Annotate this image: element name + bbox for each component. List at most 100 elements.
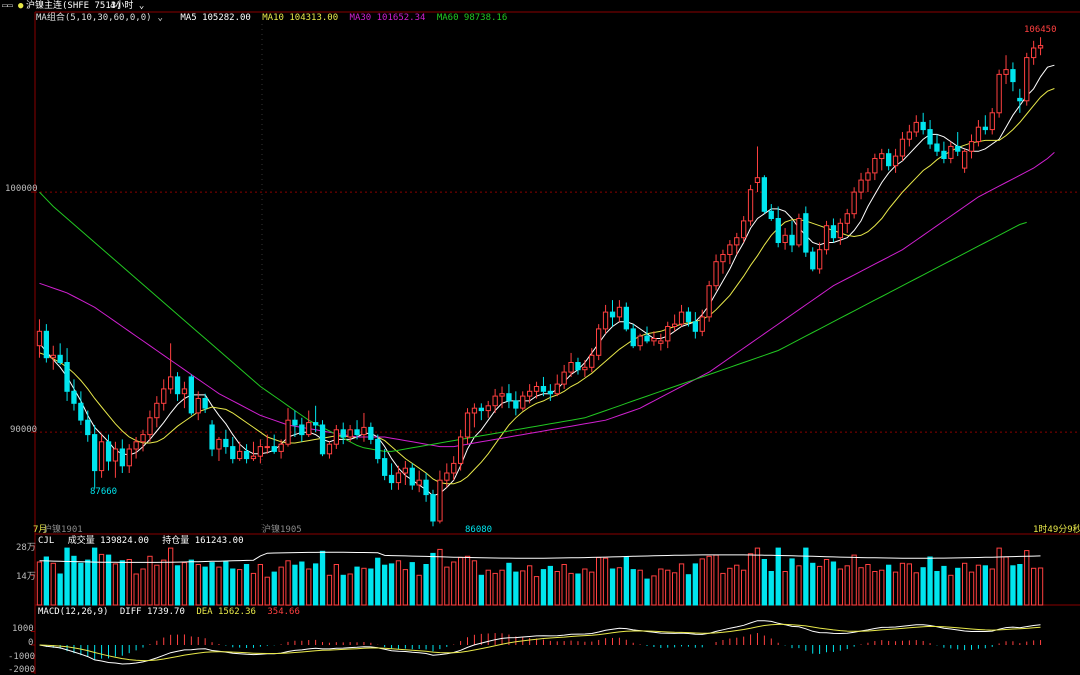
volume-bar — [126, 559, 132, 606]
volume-bar — [817, 565, 823, 606]
candle-body — [216, 438, 222, 450]
candle-body — [747, 189, 754, 222]
volume-bar — [706, 555, 712, 606]
candle-body — [996, 73, 1002, 114]
candle-body — [313, 422, 319, 426]
candle-body — [989, 112, 995, 131]
volume-bar — [168, 547, 174, 606]
candle-body — [478, 407, 485, 412]
candle-body — [975, 126, 982, 143]
candle-body — [133, 441, 139, 450]
volume-bar — [540, 569, 547, 606]
candle-body — [706, 285, 712, 318]
volume-bar — [955, 567, 961, 606]
candle-body — [485, 405, 491, 412]
candle-body — [658, 340, 664, 344]
candle-body — [168, 376, 174, 390]
volume-bar — [375, 557, 381, 606]
candle-body — [865, 172, 871, 181]
volume-bar — [1017, 564, 1023, 606]
open-interest-line — [39, 551, 1041, 563]
volume-bar — [161, 559, 167, 606]
candle-body — [292, 419, 298, 426]
candle-body — [637, 335, 643, 347]
volume-bar — [368, 568, 374, 606]
volume-bar — [823, 559, 830, 606]
candle-body — [872, 158, 878, 174]
volume-bar — [513, 571, 519, 606]
candle-body — [119, 448, 125, 467]
volume-bar — [520, 570, 526, 606]
candle-body — [602, 311, 609, 330]
dea-readout: DEA 1562.36 — [196, 607, 256, 617]
volume-bar — [665, 569, 671, 606]
volume-bar — [989, 568, 995, 606]
candle-body — [554, 383, 560, 395]
volume-bar — [602, 557, 609, 606]
volume-bar — [720, 572, 726, 606]
volume-bar — [112, 563, 119, 606]
volume-bar — [230, 568, 236, 606]
period-selector[interactable]: 4小时 ⌄ — [110, 0, 144, 12]
volume-bar — [782, 571, 788, 606]
ma-line-ma60 — [39, 191, 1027, 452]
macd-axis-neg2000: -2000 — [8, 665, 36, 675]
volume-bar — [223, 561, 229, 606]
candle-body — [851, 191, 857, 215]
volume-bar — [195, 564, 201, 606]
candle-body — [285, 419, 291, 445]
volume-bar — [154, 564, 160, 606]
volume-bar — [430, 552, 436, 606]
ma-line-ma10 — [39, 88, 1055, 485]
volume-bar — [561, 564, 567, 606]
macd-header: MACD(12,26,9) DIFF 1739.70 DEA 1562.36 3… — [38, 607, 300, 617]
ma10-readout: MA10 104313.00 — [262, 13, 339, 23]
candle-body — [264, 446, 270, 449]
volume-bar — [333, 564, 340, 606]
volume-bar — [886, 564, 892, 606]
candle-body — [98, 441, 105, 472]
candle-body — [844, 213, 850, 224]
candle-body — [451, 462, 457, 474]
candle-body — [354, 429, 360, 436]
volume-bar — [382, 564, 388, 606]
candle-body — [561, 371, 567, 385]
candle-body — [1010, 69, 1016, 83]
candle-body — [616, 306, 623, 318]
volume-bar — [575, 573, 581, 606]
candle-body — [388, 474, 395, 484]
volume-bar — [133, 573, 139, 606]
ma-info-bar: MA组合(5,10,30,60,0,0) ⌄ MA5 105282.00 MA10… — [36, 12, 513, 24]
candle-body — [630, 328, 636, 347]
window-controls-icon[interactable]: ▭▭ — [2, 1, 13, 11]
volume-bar — [181, 562, 188, 606]
ma-combo-selector[interactable]: MA组合(5,10,30,60,0,0) ⌄ — [36, 13, 169, 23]
candle-body — [1037, 45, 1044, 49]
candle-body — [823, 225, 830, 251]
candle-body — [492, 395, 498, 407]
volume-bar — [354, 566, 360, 606]
candle-body — [527, 390, 533, 397]
candle-body — [126, 448, 132, 467]
volume-bar — [685, 574, 692, 606]
instrument-name[interactable]: 沪镍主连(SHFE 7513) — [26, 1, 122, 11]
candle-body — [71, 390, 77, 404]
candle-body — [43, 330, 50, 359]
candle-body — [423, 479, 429, 496]
candle-body — [906, 131, 913, 140]
candle-body — [775, 218, 781, 243]
candle-body — [181, 388, 188, 395]
volume-bar — [699, 558, 705, 606]
diff-readout: DIFF 1739.70 — [119, 607, 185, 617]
volume-axis-28: 28万 — [16, 543, 36, 553]
volume-bar — [934, 571, 940, 606]
candle-body — [678, 311, 685, 325]
ma30-readout: MA30 101652.34 — [349, 13, 426, 23]
volume-bar — [734, 564, 740, 606]
candle-body — [927, 129, 933, 145]
title-bar: ▭▭ ● 沪镍主连(SHFE 7513) 4小时 ⌄ — [0, 0, 1080, 12]
volume-bar — [299, 561, 305, 606]
volume-readout: 成交量 139824.00 — [67, 536, 149, 546]
volume-bar — [402, 569, 409, 606]
